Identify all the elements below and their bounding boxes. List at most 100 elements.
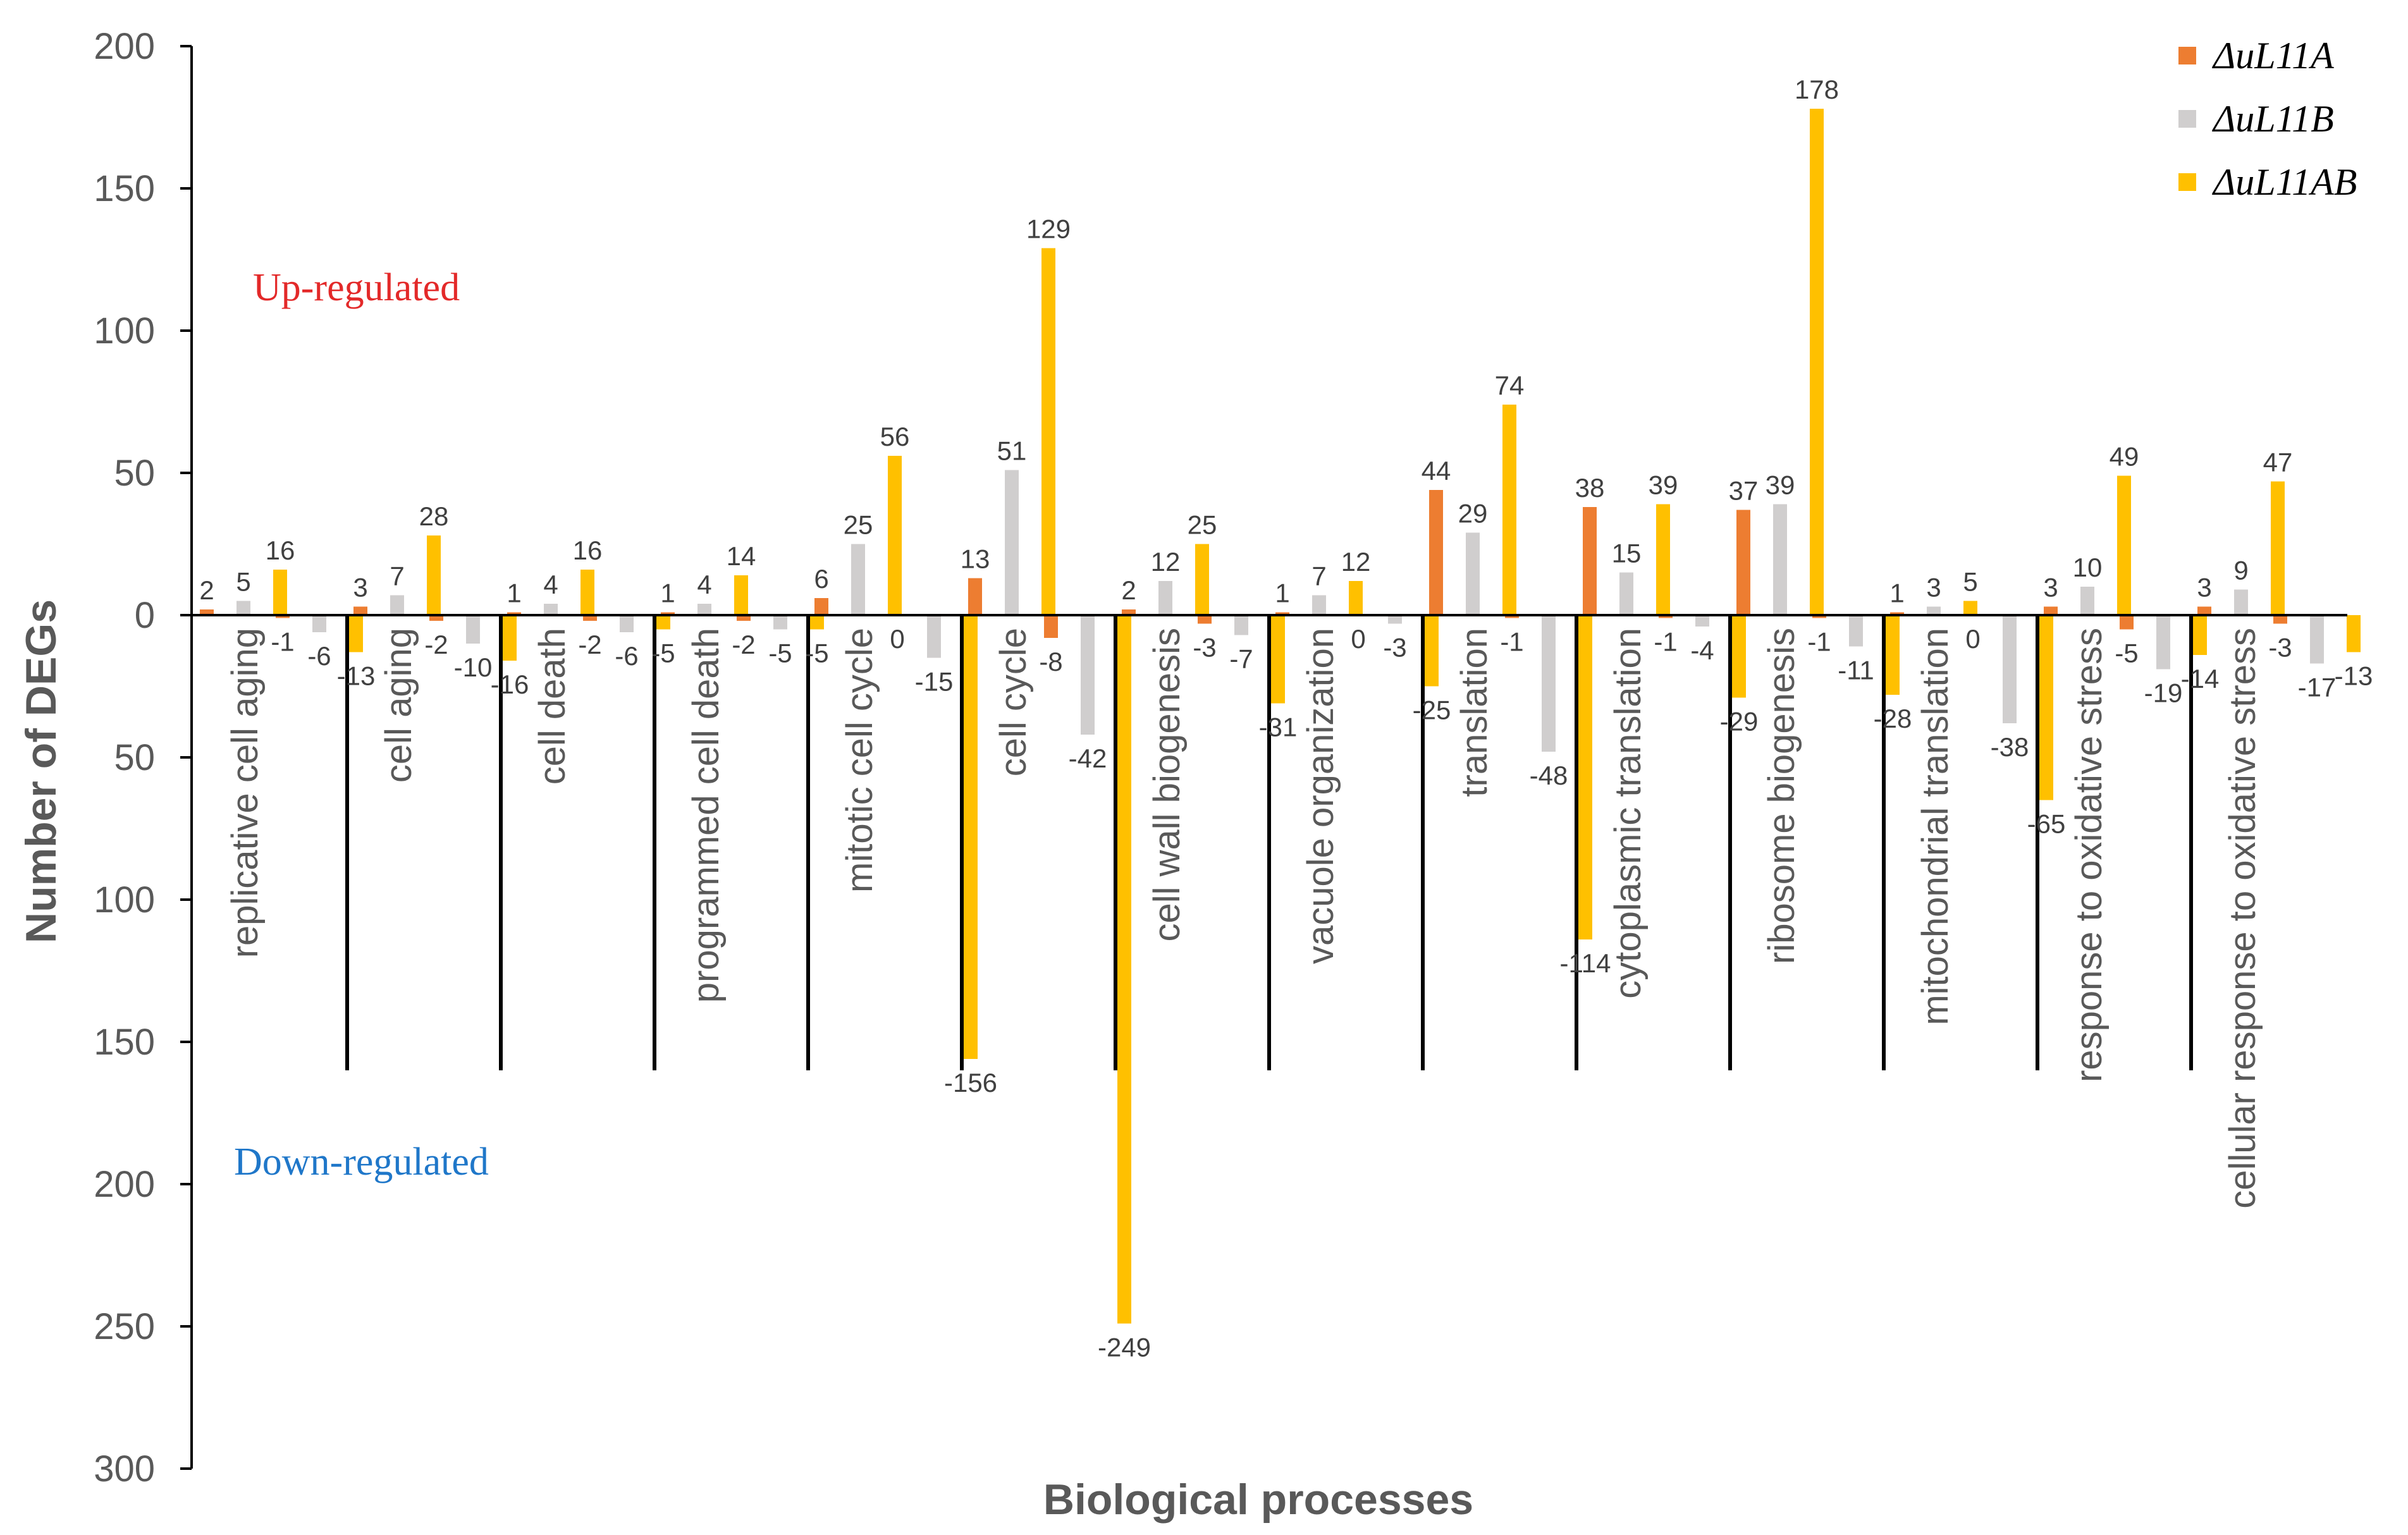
data-label: -11 [1838,656,1874,685]
legend-swatch [2178,110,2196,128]
bar [1275,612,1289,615]
data-label: 4 [697,570,711,599]
bar [1773,504,1787,615]
bar [656,615,670,630]
data-label: -48 [1530,761,1568,790]
data-label: 3 [2043,573,2058,602]
bar [1542,615,1556,752]
y-tick-label: 0 [135,595,155,636]
down-regulated-annotation: Down-regulated [234,1141,489,1183]
y-tick-label: 50 [114,737,155,778]
bar [814,598,828,615]
category-label: cell aging [378,628,419,783]
bars [200,109,2361,1324]
legend-swatch [2178,47,2196,64]
bar [1195,544,1209,615]
data-label: 44 [1422,456,1451,486]
data-label: 3 [1926,573,1941,602]
data-label: -6 [615,641,638,671]
data-label: -13 [337,661,376,691]
data-label: 37 [1729,476,1759,506]
bar [773,615,787,630]
category-label: mitochondrial translation [1915,628,1956,1025]
bar [1732,615,1746,698]
data-label: -25 [1413,695,1451,725]
bar [1736,510,1750,615]
bar [1198,615,1212,624]
y-tick-label: 150 [94,168,155,209]
data-label: 0 [1965,624,1980,654]
data-label: 16 [266,535,295,565]
bar [2273,615,2287,624]
data-label: -6 [307,641,331,671]
data-label: 1 [507,578,521,608]
data-label: 28 [419,501,449,531]
legend-label: ΔuL11B [2212,98,2334,140]
bar [1349,581,1363,615]
bar [697,604,711,615]
bar [737,615,751,621]
bar [1505,615,1519,618]
category-label: cytoplasmic translation [1607,628,1649,999]
legend: ΔuL11A ΔuL11B ΔuL11AB [2178,35,2357,203]
bar [390,595,404,615]
data-label: 1 [660,578,675,608]
bar [349,615,363,652]
data-label: -15 [915,667,954,697]
bar [1963,601,1977,615]
bar [200,609,214,615]
data-label: -29 [1720,707,1759,737]
bar [1583,507,1597,615]
bar [1041,248,1055,615]
data-label: 47 [2263,448,2293,477]
bar [2117,475,2131,615]
data-label: -14 [2181,664,2220,694]
data-label: -13 [2335,661,2373,691]
data-label: 7 [1312,561,1326,591]
bar [2347,615,2361,652]
data-label: 5 [1963,567,1977,597]
data-label: -8 [1039,647,1062,676]
bar [236,601,250,615]
bar [1429,490,1443,615]
data-label: -3 [1383,633,1406,663]
bar [276,615,290,618]
bar [1466,532,1480,615]
category-label: cell death [532,628,573,785]
data-label: -1 [271,627,294,657]
data-label: 2 [1121,575,1136,605]
bar [968,578,982,615]
bar [273,570,287,615]
data-label: 9 [2233,556,2248,585]
bar [1044,615,1058,638]
data-label: 0 [890,624,904,654]
category-label: ribosome biogenesis [1761,628,1802,964]
bar [1656,504,1670,615]
category-label: response to oxidative stress [2068,628,2110,1082]
data-label: -17 [2298,673,2337,702]
bar [851,544,865,615]
bar [1158,581,1172,615]
bar [1117,615,1131,1324]
data-label: -3 [2268,633,2292,663]
data-label: 56 [880,422,910,451]
bar [1812,615,1826,618]
data-labels: 2-15-616-133-27-1028-161-24-616-51-24-51… [199,75,2373,1362]
bar [1122,609,1136,615]
bar [1927,606,1941,615]
category-label: vacuole organization [1300,628,1341,964]
data-label: 10 [2073,553,2103,582]
x-axis-title: Biological processes [1043,1476,1473,1524]
bar [1849,615,1863,647]
legend-swatch [2178,173,2196,191]
bar [2120,615,2134,630]
data-label: 49 [2110,442,2139,472]
bar [1886,615,1900,695]
bar [2044,606,2058,615]
bar [810,615,824,630]
category-dividers [345,615,2193,1070]
data-label: -5 [651,639,675,668]
data-label: -5 [805,639,828,668]
data-label: -38 [1991,732,2029,762]
